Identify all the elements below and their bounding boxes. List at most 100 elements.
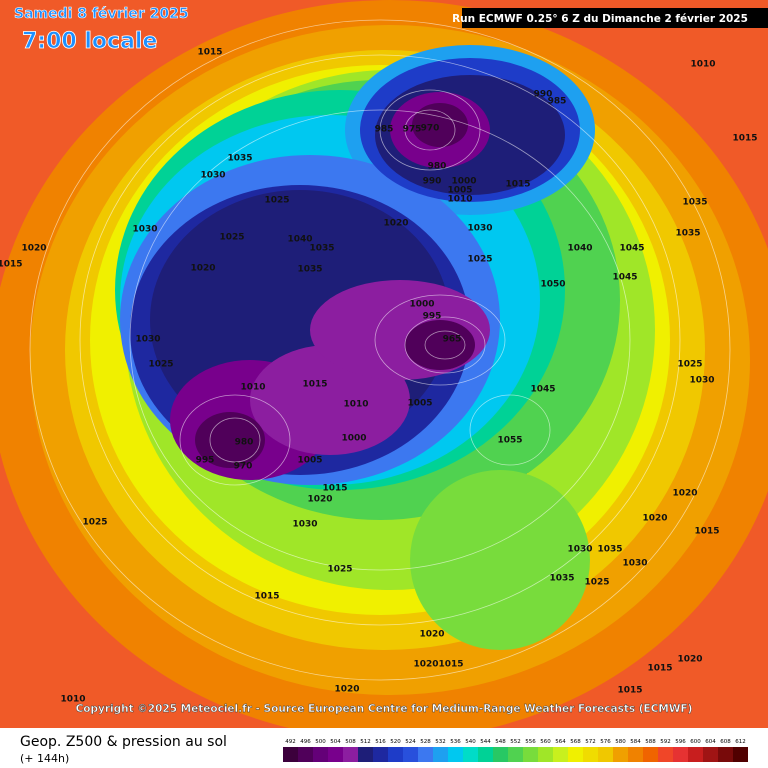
colorbar-tick-label: 568 [570,739,581,745]
isobar-label: 1030 [622,559,647,569]
colorbar-swatch [733,747,748,762]
colorbar-tick-label: 588 [645,739,656,745]
colorbar-swatch [598,747,613,762]
colorbar-swatch [433,747,448,762]
isobar-label: 1020 [383,219,408,229]
colorbar-swatch [283,747,298,762]
colorbar-swatch [358,747,373,762]
isobar-label: 1015 [0,260,23,270]
isobar-label: 1055 [497,436,522,446]
colorbar-swatch [538,747,553,762]
isobar-label: 1015 [647,664,672,674]
isobar-label: 1030 [467,224,492,234]
isobar-label: 1030 [132,225,157,235]
colorbar-tick-label: 516 [375,739,386,745]
isobar-label: 1020 [21,244,46,254]
isobar-label: 1020 [190,264,215,274]
isobar-label: 1030 [689,376,714,386]
isobar-label: 1000 [451,177,476,187]
colorbar-tick-label: 556 [525,739,536,745]
isolines [29,19,731,681]
isobar-label: 1015 [438,660,463,670]
isobar-label: 1045 [612,273,637,283]
colorbar-tick-label: 492 [285,739,296,745]
colorbar-tick-label: 584 [630,739,641,745]
isobar-label: 1045 [619,244,644,254]
colorbar-swatch [418,747,433,762]
colorbar-tick-label: 520 [390,739,401,745]
isobar-label: 985 [375,125,394,135]
colorbar-tick-label: 576 [600,739,611,745]
colorbar-tick-label: 504 [330,739,341,745]
colorbar-swatch [643,747,658,762]
isobar-label: 1010 [240,383,265,393]
isobar-label: 1000 [409,300,434,310]
isobar-label: 1020 [672,489,697,499]
colorbar-tick-label: 524 [405,739,416,745]
run-box [462,8,768,28]
isobar-label: 1025 [82,518,107,528]
isobar-label: 1035 [297,265,322,275]
isobar-label: 980 [428,162,447,172]
isobar-label: 1020 [642,514,667,524]
isobar-label: 1035 [597,545,622,555]
run-info: Run ECMWF 0.25° 6 Z du Dimanche 2 févrie… [452,13,748,25]
colorbar-tick-label: 612 [735,739,746,745]
colorbar-tick-label: 552 [510,739,521,745]
isobar-label: 1035 [675,229,700,239]
isobar-label: 1025 [327,565,352,575]
isobar-label: 1020 [419,630,444,640]
isobar-label: 1015 [322,484,347,494]
colorbar-swatch [448,747,463,762]
isobar-label: 1010 [343,400,368,410]
isobar-label: 990 [534,90,553,100]
isobar-label: 985 [548,97,567,107]
isobar-label: 1030 [135,335,160,345]
forecast-date: Samedi 8 février 2025 [14,6,189,22]
colorbar-tick-label: 608 [720,739,731,745]
colorbar-swatch [703,747,718,762]
colorbar-tick-label: 604 [705,739,716,745]
isobar-label: 1035 [227,154,252,164]
colorbar-tick-label: 548 [495,739,506,745]
colorbar-swatch [523,747,538,762]
isobar-label: 1020 [413,660,438,670]
isobar-label: 1040 [567,244,592,254]
isobar-label: 1020 [307,495,332,505]
colorbar-swatch [313,747,328,762]
isobar-label: 1040 [287,235,312,245]
legend-lead: (+ 144h) [20,752,69,765]
isobar-label: 1015 [694,527,719,537]
colorbar-swatch [343,747,358,762]
colorbar-swatch [388,747,403,762]
colorbar-tick-label: 532 [435,739,446,745]
legend-title: Geop. Z500 & pression au sol [20,734,227,750]
isobar-label: 995 [423,312,442,322]
colorbar-swatch [613,747,628,762]
isobar-label: 1005 [297,456,322,466]
colorbar-swatch [403,747,418,762]
forecast-time: 7:00 locale [22,29,157,54]
isobar-label: 1050 [540,280,565,290]
colorbar-swatch [463,747,478,762]
isobar-label: 1000 [341,434,366,444]
colorbar-swatch [553,747,568,762]
colorbar-tick-label: 500 [315,739,326,745]
colorbar-swatch [298,747,313,762]
colorbar-tick-label: 540 [465,739,476,745]
isobar-label: 1010 [447,195,472,205]
isobar-label: 1015 [197,48,222,58]
colorbar-tick-label: 496 [300,739,311,745]
isobar-label: 965 [443,335,462,345]
isobar-label: 1035 [682,198,707,208]
colorbar-tick-label: 572 [585,739,596,745]
colorbar-swatch [568,747,583,762]
isobar-label: 1025 [467,255,492,265]
isobar-label: 1035 [549,574,574,584]
colorbar-swatch [658,747,673,762]
isobar-label: 1020 [334,685,359,695]
map-field [0,0,768,728]
isobar-label: 1045 [530,385,555,395]
colorbar-swatch [373,747,388,762]
